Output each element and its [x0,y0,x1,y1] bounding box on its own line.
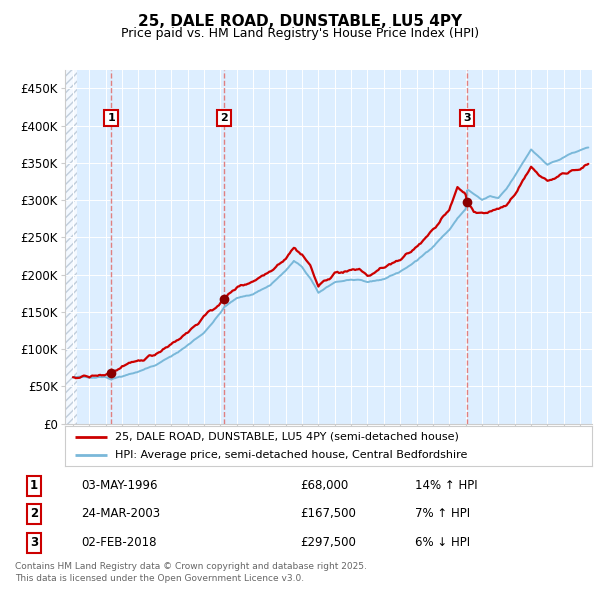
Text: 14% ↑ HPI: 14% ↑ HPI [415,480,478,493]
Text: 3: 3 [30,536,38,549]
Text: £297,500: £297,500 [300,536,356,549]
Text: 1: 1 [30,480,38,493]
Text: 25, DALE ROAD, DUNSTABLE, LU5 4PY (semi-detached house): 25, DALE ROAD, DUNSTABLE, LU5 4PY (semi-… [115,432,459,442]
Text: Contains HM Land Registry data © Crown copyright and database right 2025.
This d: Contains HM Land Registry data © Crown c… [15,562,367,583]
Text: Price paid vs. HM Land Registry's House Price Index (HPI): Price paid vs. HM Land Registry's House … [121,27,479,40]
Text: 6% ↓ HPI: 6% ↓ HPI [415,536,470,549]
Text: £68,000: £68,000 [300,480,348,493]
Text: £167,500: £167,500 [300,507,356,520]
Text: 1: 1 [107,113,115,123]
Text: HPI: Average price, semi-detached house, Central Bedfordshire: HPI: Average price, semi-detached house,… [115,450,467,460]
Text: 25, DALE ROAD, DUNSTABLE, LU5 4PY: 25, DALE ROAD, DUNSTABLE, LU5 4PY [138,14,462,28]
Text: 02-FEB-2018: 02-FEB-2018 [81,536,157,549]
Text: 3: 3 [463,113,471,123]
Text: 2: 2 [30,507,38,520]
Text: 7% ↑ HPI: 7% ↑ HPI [415,507,470,520]
Text: 24-MAR-2003: 24-MAR-2003 [81,507,160,520]
Text: 2: 2 [220,113,228,123]
Text: 03-MAY-1996: 03-MAY-1996 [81,480,158,493]
